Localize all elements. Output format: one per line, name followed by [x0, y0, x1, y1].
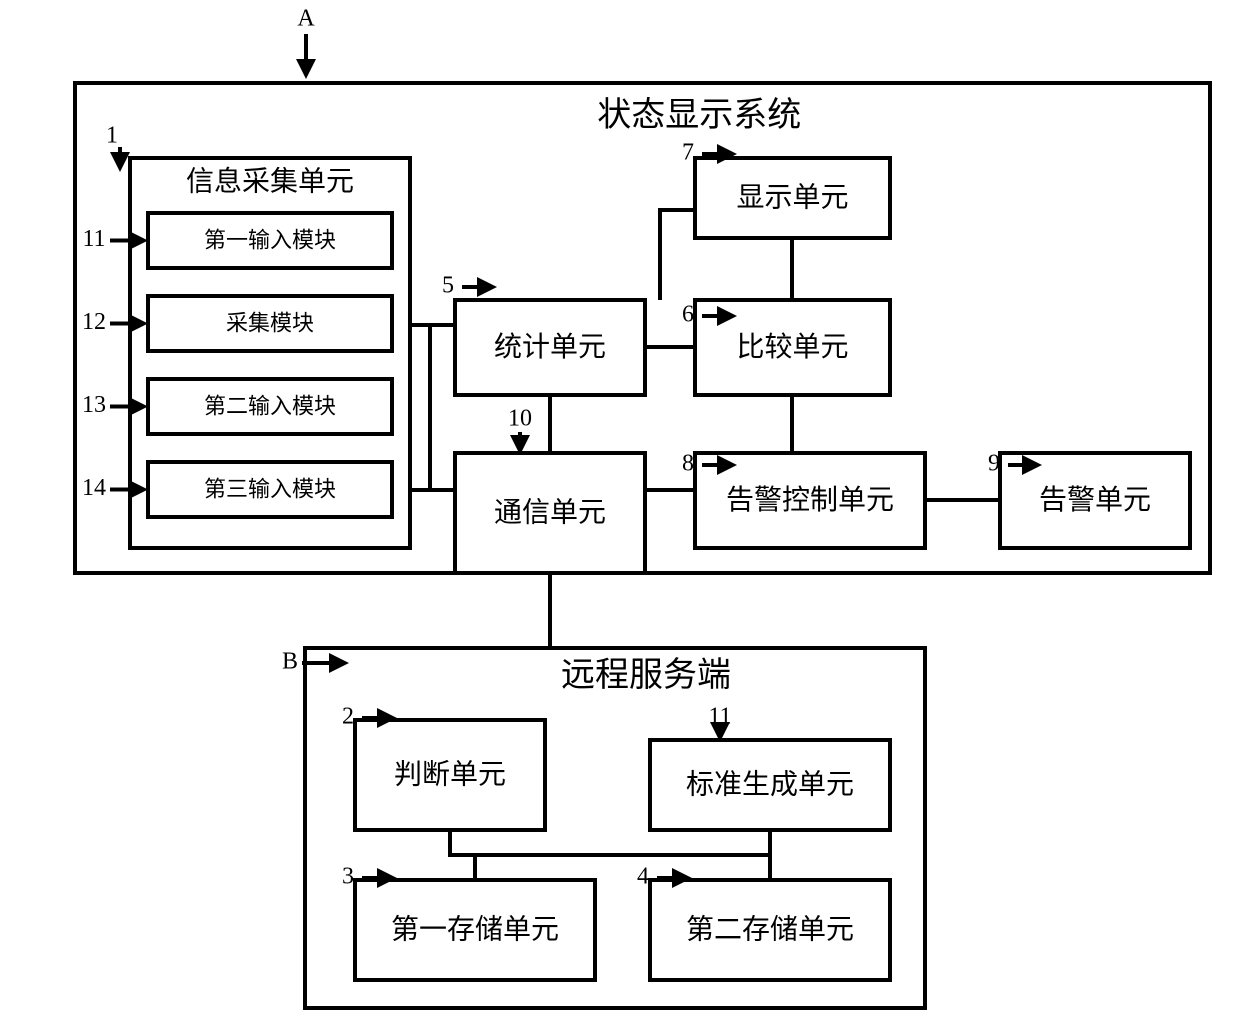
node-n3-label: 第一存储单元	[391, 913, 559, 945]
ref-B: B	[282, 649, 298, 675]
ref-n3: 3	[342, 864, 354, 890]
node-n5-label: 统计单元	[494, 331, 606, 363]
node-n4-label: 第二存储单元	[686, 913, 854, 945]
ref-n10: 10	[508, 406, 532, 432]
ref-n5: 5	[442, 273, 454, 299]
ref-n8: 8	[682, 451, 694, 477]
ref-n7: 7	[682, 140, 694, 166]
ref-A: A	[297, 6, 315, 32]
node-n8-label: 告警控制单元	[726, 484, 894, 516]
node-n2-label: 判断单元	[394, 758, 506, 790]
connector	[450, 830, 770, 855]
diagram-canvas: 状态显示系统 A 远程服务端 B 信息采集单元 1 第一输入模块 11 采集模块 12 第二输入模块…	[0, 0, 1240, 1026]
ref-n11b: 11	[708, 704, 731, 730]
ref-13: 13	[82, 392, 106, 418]
node-n7-label: 显示单元	[736, 181, 848, 213]
module-14-label: 第三输入模块	[204, 477, 336, 502]
ref-1: 1	[106, 123, 118, 149]
ref-12: 12	[82, 309, 106, 335]
ref-n4: 4	[637, 864, 649, 890]
connector	[660, 210, 695, 300]
node-n9-label: 告警单元	[1039, 484, 1151, 516]
ref-11: 11	[82, 226, 105, 252]
ref-n9: 9	[988, 451, 1000, 477]
node-n11b-label: 标准生成单元	[686, 768, 854, 800]
node-n6-label: 比较单元	[736, 331, 848, 363]
ref-n2: 2	[342, 704, 354, 730]
container-A-title: 状态显示系统	[597, 96, 801, 134]
container-B-title: 远程服务端	[561, 656, 731, 694]
module-12-label: 采集模块	[226, 311, 314, 336]
node-n10-label: 通信单元	[494, 496, 606, 528]
module-11-label: 第一输入模块	[204, 228, 336, 253]
group-info-collect-title: 信息采集单元	[186, 165, 354, 197]
module-13-label: 第二输入模块	[204, 394, 336, 419]
ref-14: 14	[82, 475, 106, 501]
ref-n6: 6	[682, 302, 694, 328]
